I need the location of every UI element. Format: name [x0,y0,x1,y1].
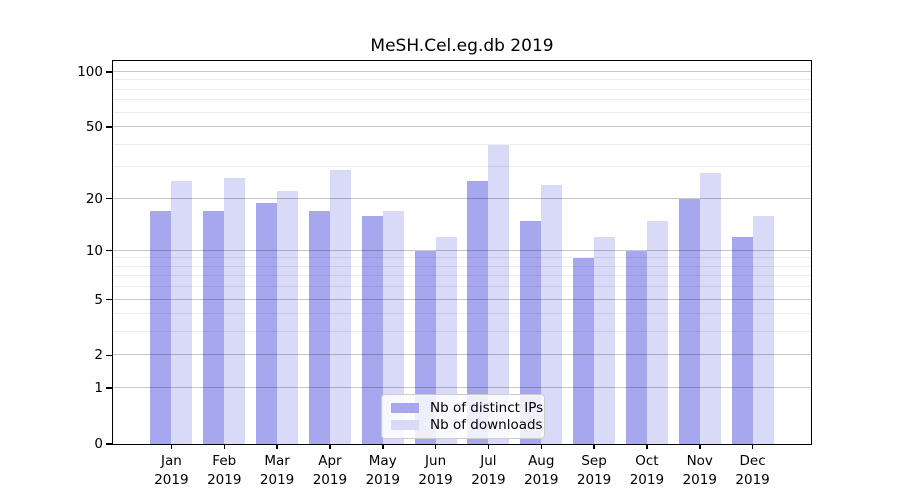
bar-downloads-apr [329,169,351,444]
y-tick-label-5: 5 [94,291,103,308]
gridline-minor-3 [113,331,811,333]
x-tick-jul [487,444,490,449]
x-tick-label-oct: Oct 2019 [629,453,665,488]
bar-downloads-dec [752,215,774,444]
y-tick-label-10: 10 [85,242,103,259]
gridline-minor-8 [113,265,811,267]
gridline-major-5 [113,298,811,300]
x-tick-label-apr: Apr 2019 [312,453,348,488]
x-tick-jun [434,444,437,449]
bar-ips-apr [308,211,330,444]
x-tick-label-aug: Aug 2019 [524,453,559,488]
bar-downloads-feb [224,178,246,444]
x-tick-label-nov: Nov 2019 [682,453,717,488]
gridline-major-20 [113,197,811,199]
bar-ips-mar [256,202,278,444]
bar-downloads-jun [435,237,457,444]
bar-ips-aug [520,220,542,444]
bar-downloads-sep [594,237,616,444]
gridline-minor-60 [113,111,811,113]
bar-downloads-jan [171,181,193,444]
bar-downloads-nov [699,172,721,444]
x-tick-label-jan: Jan 2019 [154,453,189,488]
y-tick-label-100: 100 [77,64,103,81]
bar-ips-sep [573,258,595,444]
legend-entry-downloads: Nb of downloads [391,417,543,433]
gridline-major-100 [113,71,811,73]
gridline-minor-7 [113,275,811,277]
bar-downloads-oct [646,220,668,444]
gridline-minor-9 [113,257,811,259]
x-tick-may [382,444,384,449]
x-tick-dec [751,444,754,449]
gridline-minor-70 [113,99,811,101]
bar-ips-oct [625,250,647,444]
gridline-major-50 [113,126,811,128]
x-tick-oct [646,444,648,449]
gridline-minor-90 [113,79,811,81]
y-tick-label-20: 20 [85,190,103,207]
x-tick-label-mar: Mar 2019 [259,453,295,488]
bar-downloads-jul [488,144,510,444]
bar-ips-jan [150,211,172,444]
x-tick-label-jun: Jun 2019 [418,453,453,488]
x-tick-label-may: May 2019 [365,453,400,488]
bar-downloads-may [382,211,404,444]
gridline-minor-4 [113,313,811,315]
y-tick-label-1: 1 [94,380,103,397]
gridline-minor-30 [113,166,811,168]
bar-ips-jul [467,181,489,444]
chart-title: MeSH.Cel.eg.db 2019 [370,36,554,56]
y-tick-1 [105,387,112,389]
x-tick-label-sep: Sep 2019 [576,453,612,488]
bar-ips-dec [731,237,753,444]
x-tick-feb [223,444,225,449]
y-tick-5 [105,298,112,301]
y-tick-label-50: 50 [85,119,103,136]
y-tick-10 [105,249,112,252]
legend-entry-distinct-ips: Nb of distinct IPs [391,400,543,416]
x-tick-apr [329,444,331,449]
gridline-minor-80 [113,88,811,90]
x-tick-mar [276,444,278,449]
y-tick-100 [105,71,112,73]
bar-downloads-mar [277,191,299,444]
y-tick-label-0: 0 [94,436,103,452]
legend-label-distinct-ips: Nb of distinct IPs [430,399,544,416]
x-tick-label-feb: Feb 2019 [207,453,242,488]
gridline-major-1 [113,387,811,389]
bar-downloads-aug [541,184,563,444]
legend-label-downloads: Nb of downloads [430,417,543,434]
x-tick-jan [170,444,173,449]
x-tick-aug [540,444,542,449]
legend-swatch-distinct-ips [391,402,419,413]
x-tick-label-dec: Dec 2019 [735,453,770,488]
bar-ips-feb [203,211,225,444]
x-tick-sep [593,444,595,449]
gridline-major-10 [113,249,811,251]
plot-area: Nb of distinct IPs Nb of downloads 0 1 2 5 1… [77,60,812,488]
legend-swatch-downloads [391,420,419,431]
y-tick-50 [105,126,112,128]
x-tick-label-jul: Jul 2019 [471,453,506,488]
legend: Nb of distinct IPs Nb of downloads [381,394,545,439]
gridline-minor-6 [113,286,811,288]
bar-ips-may [361,215,383,444]
bar-ips-nov [678,198,700,444]
gridline-major-2 [113,354,811,356]
x-tick-nov [699,444,701,449]
y-tick-2 [105,354,112,357]
y-tick-20 [105,197,112,200]
y-tick-label-2: 2 [94,347,103,364]
y-tick-0 [105,443,112,445]
gridline-minor-40 [113,143,811,145]
